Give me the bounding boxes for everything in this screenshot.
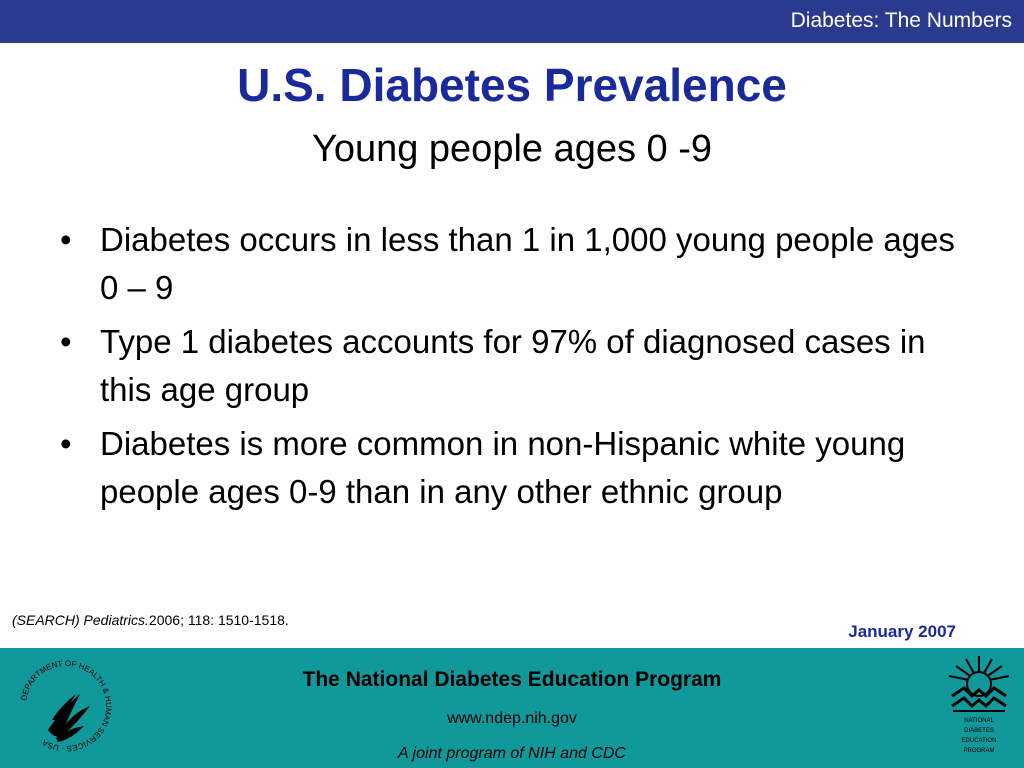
bullet-list: • Diabetes occurs in less than 1 in 1,00… — [54, 216, 974, 522]
ndep-logo-line: NATIONAL — [964, 718, 994, 724]
slide-title: U.S. Diabetes Prevalence — [237, 59, 787, 111]
slide-subtitle: Young people ages 0 -9 — [311, 128, 713, 170]
slide-date: January 2007 — [848, 622, 956, 641]
ndep-logo-line: PROGRAM — [963, 748, 994, 754]
citation-journal: (SEARCH) Pediatrics. — [12, 612, 149, 628]
bullet-item: • Diabetes is more common in non-Hispani… — [54, 420, 974, 516]
bullet-item: • Diabetes occurs in less than 1 in 1,00… — [54, 216, 974, 312]
hhs-seal-logo: DEPARTMENT OF HEALTH & HUMAN SERVICES · … — [19, 659, 113, 753]
ndep-logo-line: DIABETES — [964, 728, 994, 734]
top-bar: Diabetes: The Numbers — [0, 0, 1024, 43]
citation: (SEARCH) Pediatrics.2006; 118: 1510-1518… — [12, 612, 289, 628]
footer-joint-program: A joint program of NIH and CDC — [398, 745, 626, 762]
bullet-item: • Type 1 diabetes accounts for 97% of di… — [54, 318, 974, 414]
footer-title: The National Diabetes Education Program — [302, 668, 722, 691]
bullet-text: Type 1 diabetes accounts for 97% of diag… — [100, 323, 926, 408]
bullet-marker: • — [60, 323, 72, 360]
bullet-text: Diabetes is more common in non-Hispanic … — [100, 425, 906, 510]
citation-details: 2006; 118: 1510-1518. — [148, 612, 289, 628]
ndep-logo: NATIONAL DIABETES EDUCATION PROGRAM — [948, 656, 1010, 754]
footer-url-link[interactable]: www.ndep.nih.gov — [447, 710, 577, 727]
bullet-marker: • — [60, 221, 72, 258]
bullet-text: Diabetes occurs in less than 1 in 1,000 … — [100, 221, 955, 306]
footer: DEPARTMENT OF HEALTH & HUMAN SERVICES · … — [0, 648, 1024, 768]
section-title: Diabetes: The Numbers — [790, 9, 1012, 32]
ndep-logo-line: EDUCATION — [962, 738, 997, 744]
bullet-marker: • — [60, 425, 72, 462]
